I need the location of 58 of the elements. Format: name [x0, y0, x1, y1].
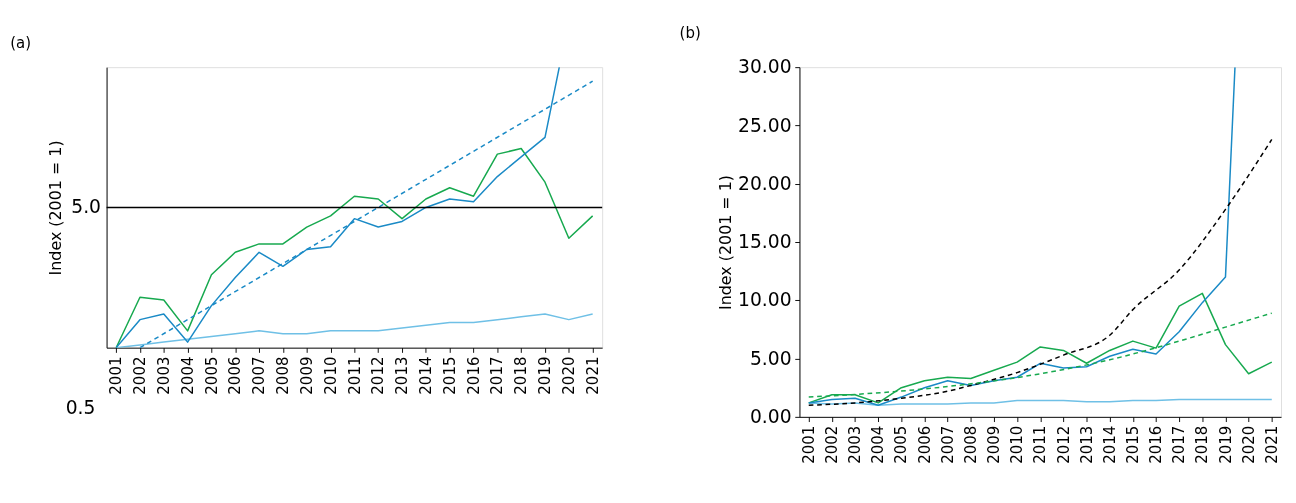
- x-tick-label: 2020: [1239, 425, 1258, 464]
- x-tick-label: 2015: [440, 356, 459, 395]
- y-axis-title: Index (2001 = 1): [715, 174, 735, 311]
- x-tick-label: 2013: [1077, 425, 1096, 464]
- chart-title: (b): [679, 24, 701, 43]
- x-tick-label: 2006: [915, 425, 934, 464]
- chart-title: (a): [10, 33, 32, 52]
- y-tick-label: 30.00: [738, 56, 792, 78]
- x-tick-label: 2002: [131, 356, 150, 395]
- line-series: [807, 138, 1273, 406]
- x-tick-label: 2021: [1262, 425, 1281, 464]
- y-tick-label: 10.00: [738, 289, 792, 311]
- y-axis-title: Index (2001 = 1): [46, 140, 66, 276]
- x-tick-label: 2009: [297, 356, 316, 395]
- x-tick-label: 2005: [892, 425, 911, 464]
- x-tick-label: 2003: [154, 356, 173, 395]
- x-tick-label: 2016: [1147, 425, 1166, 464]
- x-tick-label: 2018: [1193, 425, 1212, 464]
- x-tick-label: 2016: [464, 356, 483, 395]
- x-tick-label: 2019: [536, 356, 555, 395]
- x-tick-label: 2011: [1031, 425, 1050, 464]
- line-series: [807, 292, 1273, 404]
- y-tick-label: 5.00: [749, 347, 792, 369]
- x-tick-label: 2001: [107, 356, 126, 395]
- x-tick-label: 2017: [488, 356, 507, 395]
- x-tick-label: 2004: [178, 356, 197, 395]
- x-tick-label: 2007: [938, 425, 957, 464]
- line-series: [807, 67, 1236, 406]
- x-tick-label: 2012: [1054, 425, 1073, 464]
- x-tick-label: 2015: [1124, 425, 1143, 464]
- x-tick-label: 2014: [1100, 425, 1119, 464]
- x-tick-label: 2010: [321, 356, 340, 395]
- y-tick-label: 15.00: [738, 231, 792, 253]
- x-tick-label: 2014: [417, 356, 436, 395]
- x-tick-label: 2020: [559, 356, 578, 395]
- y-tick-label: 25.00: [738, 114, 792, 136]
- x-tick-label: 2019: [1216, 425, 1235, 464]
- x-tick-label: 2003: [846, 425, 865, 464]
- x-tick-label: 2002: [823, 425, 842, 464]
- x-tick-label: 2010: [1008, 425, 1027, 464]
- x-tick-label: 2007: [250, 356, 269, 395]
- x-tick-label: 2005: [202, 356, 221, 395]
- x-tick-label: 2001: [799, 425, 818, 464]
- x-tick-label: 2017: [1170, 425, 1189, 464]
- text: 0.5: [65, 397, 96, 419]
- x-tick-label: 2011: [345, 356, 364, 395]
- text: 5.0: [71, 196, 101, 218]
- x-tick-label: 2018: [512, 356, 531, 395]
- x-tick-label: 2008: [274, 356, 293, 395]
- x-tick-label: 2004: [869, 425, 888, 464]
- x-tick-label: 2013: [393, 356, 412, 395]
- x-tick-label: 2006: [226, 356, 245, 395]
- x-tick-label: 2008: [961, 425, 980, 464]
- x-tick-label: 2012: [369, 356, 388, 395]
- x-tick-label: 2009: [985, 425, 1004, 464]
- y-tick-label: 0.00: [749, 405, 792, 427]
- y-tick-label: 20.00: [738, 172, 792, 194]
- x-tick-label: 2021: [583, 356, 602, 395]
